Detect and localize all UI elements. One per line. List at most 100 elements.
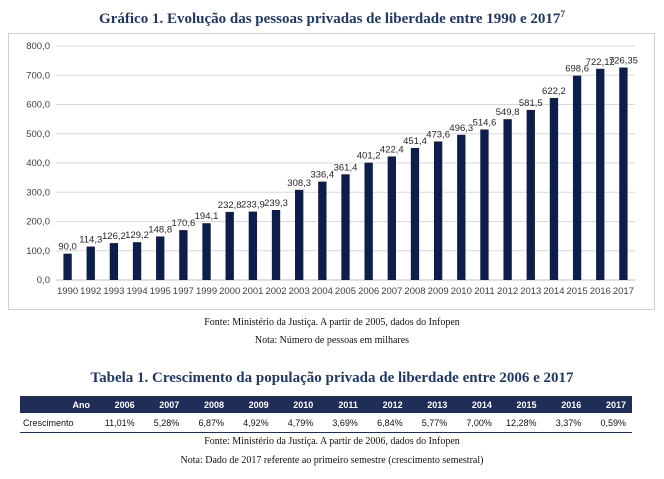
- y-tick-label: 100,0: [26, 246, 50, 257]
- x-tick-label: 1995: [150, 286, 171, 297]
- x-tick-label: 2017: [613, 286, 634, 297]
- bar: [86, 246, 95, 280]
- bar: [549, 98, 559, 280]
- x-tick-label: 1992: [80, 286, 101, 297]
- chart-title-text: Gráfico 1. Evolução das pessoas privadas…: [99, 11, 561, 27]
- x-tick-label: 2005: [335, 286, 356, 297]
- table-header-year: 2006: [96, 396, 141, 413]
- table-header-year: 2013: [408, 396, 454, 413]
- x-tick-label: 1994: [126, 286, 147, 297]
- data-label: 233,9: [241, 200, 265, 211]
- x-tick-label: 2010: [451, 286, 472, 297]
- bar: [387, 156, 396, 280]
- data-label: 308,3: [287, 178, 311, 189]
- table-cell-growth: 0,59%: [587, 413, 632, 433]
- data-label: 422,4: [380, 144, 404, 155]
- chart-source: Fonte: Ministério da Justiça. A partir d…: [204, 317, 460, 328]
- table-header-year: 2015: [497, 396, 543, 413]
- growth-table: Ano 2006 2007 2008 2009 2010 2011 2012 2013 2014…: [20, 396, 632, 433]
- chart-title-footnote: 7: [560, 9, 565, 19]
- bar: [295, 189, 304, 280]
- bar: [457, 134, 466, 280]
- data-label: 549,8: [496, 107, 520, 118]
- table-row: Crescimento 11,01% 5,28% 6,87% 4,92% 4,79% 3,…: [20, 413, 632, 433]
- x-tick-label: 1997: [173, 286, 194, 297]
- x-tick-label: 1990: [57, 286, 78, 297]
- x-tick-label: 1993: [103, 286, 124, 297]
- y-tick-label: 800,0: [26, 41, 50, 52]
- data-label: 194,1: [195, 211, 219, 222]
- table-header-year: 2016: [542, 396, 588, 413]
- data-label: 239,3: [264, 198, 288, 209]
- bar-chart: 0,0 100,0 200,0 300,0 400,0 500,0 600,0 700,0 80…: [26, 41, 638, 297]
- chart-frame: 0,0 100,0 200,0 300,0 400,0 500,0 600,0 700,0 80…: [8, 33, 655, 310]
- table-cell-growth: 4,92%: [229, 413, 275, 433]
- x-tick-label: 2006: [358, 286, 379, 297]
- x-tick-label: 2004: [312, 286, 333, 297]
- y-tick-label: 500,0: [26, 129, 50, 140]
- table-title: Tabela 1. Crescimento da população priva…: [90, 370, 574, 386]
- data-label: 336,4: [310, 170, 334, 181]
- y-tick-label: 0,0: [37, 275, 50, 286]
- data-label: 232,8: [218, 200, 242, 211]
- table-row-label: Crescimento: [20, 413, 96, 433]
- x-tick-label: 2016: [590, 286, 611, 297]
- table-source: Fonte: Ministério da Justiça. A partir d…: [204, 436, 460, 447]
- y-tick-label: 700,0: [26, 70, 50, 81]
- data-label: 514,6: [473, 117, 497, 128]
- table-cell-growth: 6,87%: [185, 413, 230, 433]
- bar: [572, 75, 582, 280]
- table-header-year: 2011: [319, 396, 364, 413]
- table-cell-growth: 7,00%: [453, 413, 498, 433]
- data-label: 90,0: [58, 242, 77, 253]
- x-tick-label: 2011: [474, 286, 494, 297]
- table-header-year: 2014: [453, 396, 498, 413]
- bar: [433, 141, 443, 280]
- data-label: 496,3: [449, 123, 473, 134]
- bar: [364, 162, 373, 280]
- bar: [202, 223, 211, 280]
- data-label: 698,6: [565, 64, 589, 75]
- data-label: 581,5: [519, 98, 543, 109]
- x-tick-label: 2003: [289, 286, 310, 297]
- x-tick-label: 2007: [381, 286, 402, 297]
- y-tick-label: 400,0: [26, 158, 50, 169]
- bar: [179, 230, 188, 280]
- table-header-label: Ano: [20, 396, 96, 413]
- bar: [271, 210, 281, 280]
- data-label: 148,8: [148, 224, 172, 235]
- table-header-year: 2008: [185, 396, 230, 413]
- data-label: 451,4: [403, 136, 427, 147]
- bar: [596, 68, 605, 280]
- table-cell-growth: 11,01%: [96, 413, 141, 433]
- x-tick-label: 2012: [497, 286, 518, 297]
- data-label: 473,6: [426, 129, 450, 140]
- table-cell-growth: 5,28%: [140, 413, 186, 433]
- x-tick-label: 2008: [404, 286, 425, 297]
- bar: [503, 119, 512, 280]
- bar: [619, 67, 628, 280]
- table-header-year: 2007: [140, 396, 186, 413]
- table-header-year: 2012: [363, 396, 409, 413]
- bar: [480, 129, 489, 280]
- bar: [132, 242, 142, 280]
- x-tick-label: 2015: [567, 286, 588, 297]
- x-tick-label: 2002: [265, 286, 286, 297]
- table-cell-growth: 5,77%: [408, 413, 454, 433]
- bar: [225, 211, 234, 280]
- table-cell-growth: 3,37%: [542, 413, 588, 433]
- table-cell-growth: 3,69%: [319, 413, 364, 433]
- bar: [410, 147, 420, 280]
- data-label: 170,6: [171, 218, 195, 229]
- table-cell-growth: 12,28%: [497, 413, 543, 433]
- chart-title: Gráfico 1. Evolução das pessoas privadas…: [0, 9, 664, 28]
- table-header-row: Ano 2006 2007 2008 2009 2010 2011 2012 2013 2014…: [20, 396, 632, 413]
- table-note: Nota: Dado de 2017 referente ao primeiro…: [180, 455, 484, 466]
- x-tick-label: 2000: [219, 286, 240, 297]
- y-tick-label: 600,0: [26, 100, 50, 111]
- bar: [248, 211, 258, 280]
- data-label: 622,2: [542, 86, 566, 97]
- bar: [318, 181, 327, 280]
- bar: [109, 243, 119, 280]
- bar: [341, 174, 350, 280]
